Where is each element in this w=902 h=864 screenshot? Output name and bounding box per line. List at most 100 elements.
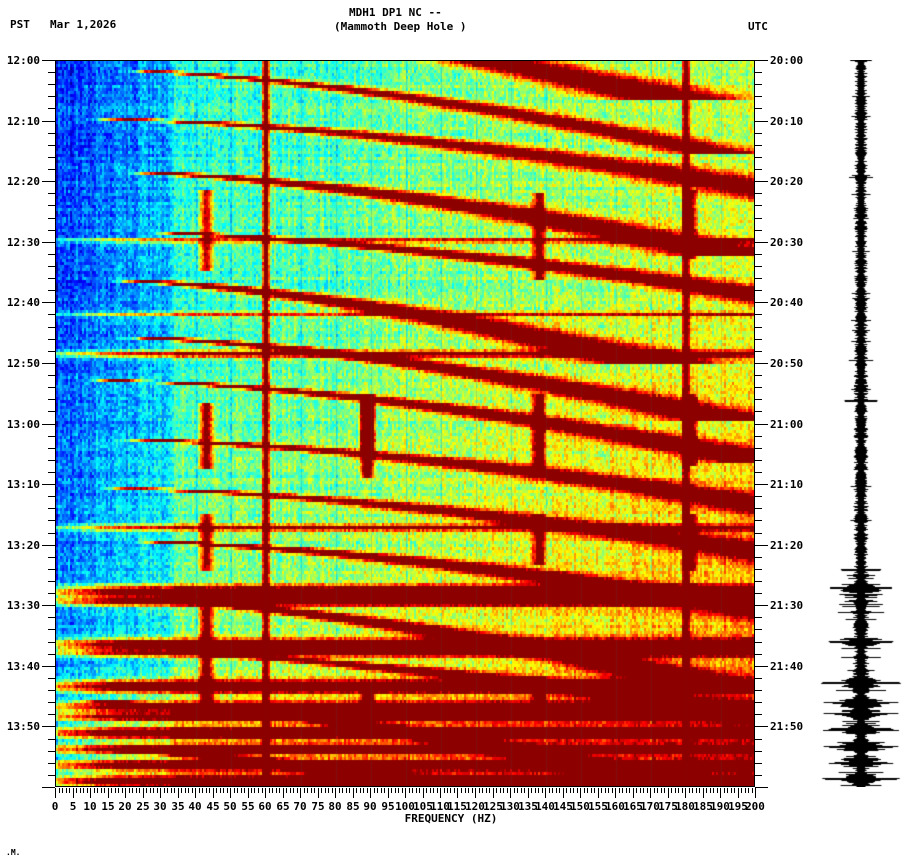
freq-tick-minor [517, 788, 518, 793]
freq-tick-major [160, 788, 161, 798]
freq-tick-minor [465, 788, 466, 793]
freq-tick-minor [426, 788, 427, 793]
timezone-label-left: PST [10, 18, 30, 31]
freq-tick-minor [724, 788, 725, 793]
spectrogram-canvas [56, 61, 754, 786]
freq-tick-major [230, 788, 231, 798]
freq-tick-major [195, 788, 196, 798]
time-tick-major-right [755, 726, 768, 727]
time-tick-major-left [42, 181, 55, 182]
time-tick-minor-left [48, 72, 55, 73]
time-tick-minor-right [755, 72, 762, 73]
time-tick-minor-left [48, 436, 55, 437]
time-tick-minor-left [48, 327, 55, 328]
spectrogram-plot [55, 60, 755, 787]
freq-tick-minor [69, 788, 70, 793]
freq-tick-minor [433, 788, 434, 793]
freq-tick-minor [94, 788, 95, 793]
freq-tick-minor [241, 788, 242, 793]
freq-tick-major [615, 788, 616, 798]
time-label-right: 20:00 [770, 54, 804, 67]
freq-tick-minor [311, 788, 312, 793]
time-tick-minor-right [755, 690, 762, 691]
freq-tick-minor [150, 788, 151, 793]
freq-label: 145 [553, 800, 573, 813]
time-tick-major-right [755, 666, 768, 667]
freq-label: 180 [675, 800, 695, 813]
time-tick-minor-left [48, 702, 55, 703]
time-tick-minor-right [755, 205, 762, 206]
freq-tick-minor [566, 788, 567, 793]
freq-tick-major [563, 788, 564, 798]
freq-tick-minor [661, 788, 662, 793]
time-tick-major-right [755, 484, 768, 485]
time-tick-major-right [755, 787, 768, 788]
time-tick-major-left [42, 545, 55, 546]
freq-tick-minor [83, 788, 84, 793]
time-tick-minor-left [48, 145, 55, 146]
freq-label: 30 [153, 800, 167, 813]
time-tick-major-left [42, 302, 55, 303]
corner-mark: .M. [6, 848, 21, 857]
time-tick-minor-right [755, 157, 762, 158]
freq-tick-major [650, 788, 651, 798]
time-tick-minor-left [48, 399, 55, 400]
freq-tick-minor [234, 788, 235, 793]
freq-tick-major [213, 788, 214, 798]
freq-tick-minor [587, 788, 588, 793]
time-tick-minor-left [48, 654, 55, 655]
freq-label: 170 [640, 800, 660, 813]
freq-tick-minor [559, 788, 560, 793]
freq-label: 60 [258, 800, 272, 813]
freq-label: 35 [171, 800, 185, 813]
time-tick-minor-right [755, 739, 762, 740]
freq-tick-minor [472, 788, 473, 793]
freq-tick-minor [710, 788, 711, 793]
freq-label: 20 [118, 800, 132, 813]
freq-tick-major [143, 788, 144, 798]
time-tick-minor-right [755, 654, 762, 655]
freq-tick-minor [164, 788, 165, 793]
time-tick-minor-left [48, 460, 55, 461]
freq-tick-minor [584, 788, 585, 793]
freq-label: 195 [728, 800, 748, 813]
time-tick-minor-right [755, 193, 762, 194]
time-tick-major-left [42, 726, 55, 727]
freq-label: 0 [51, 800, 59, 813]
freq-tick-major [388, 788, 389, 798]
freq-tick-minor [479, 788, 480, 793]
time-tick-major-left [42, 787, 55, 788]
time-label-left: 13:00 [6, 418, 40, 431]
freq-tick-minor [279, 788, 280, 793]
time-tick-minor-left [48, 593, 55, 594]
freq-tick-minor [237, 788, 238, 793]
time-label-right: 21:20 [770, 539, 804, 552]
freq-label: 155 [588, 800, 608, 813]
freq-tick-minor [97, 788, 98, 793]
time-label-left: 12:40 [6, 296, 40, 309]
freq-tick-minor [101, 788, 102, 793]
freq-label: 85 [346, 800, 360, 813]
freq-tick-minor [412, 788, 413, 793]
freq-tick-major [108, 788, 109, 798]
freq-tick-minor [136, 788, 137, 793]
freq-tick-minor [622, 788, 623, 793]
freq-tick-minor [104, 788, 105, 793]
freq-label: 120 [465, 800, 485, 813]
freq-tick-minor [293, 788, 294, 793]
time-tick-major-right [755, 181, 768, 182]
time-tick-minor-right [755, 508, 762, 509]
time-tick-minor-left [48, 763, 55, 764]
time-tick-minor-left [48, 496, 55, 497]
time-tick-minor-left [48, 157, 55, 158]
freq-tick-major [457, 788, 458, 798]
time-label-right: 21:40 [770, 660, 804, 673]
freq-tick-minor [619, 788, 620, 793]
freq-tick-major [475, 788, 476, 798]
freq-tick-minor [496, 788, 497, 793]
freq-tick-minor [514, 788, 515, 793]
freq-label: 70 [293, 800, 307, 813]
time-tick-minor-left [48, 642, 55, 643]
freq-tick-major [685, 788, 686, 798]
freq-tick-major [510, 788, 511, 798]
